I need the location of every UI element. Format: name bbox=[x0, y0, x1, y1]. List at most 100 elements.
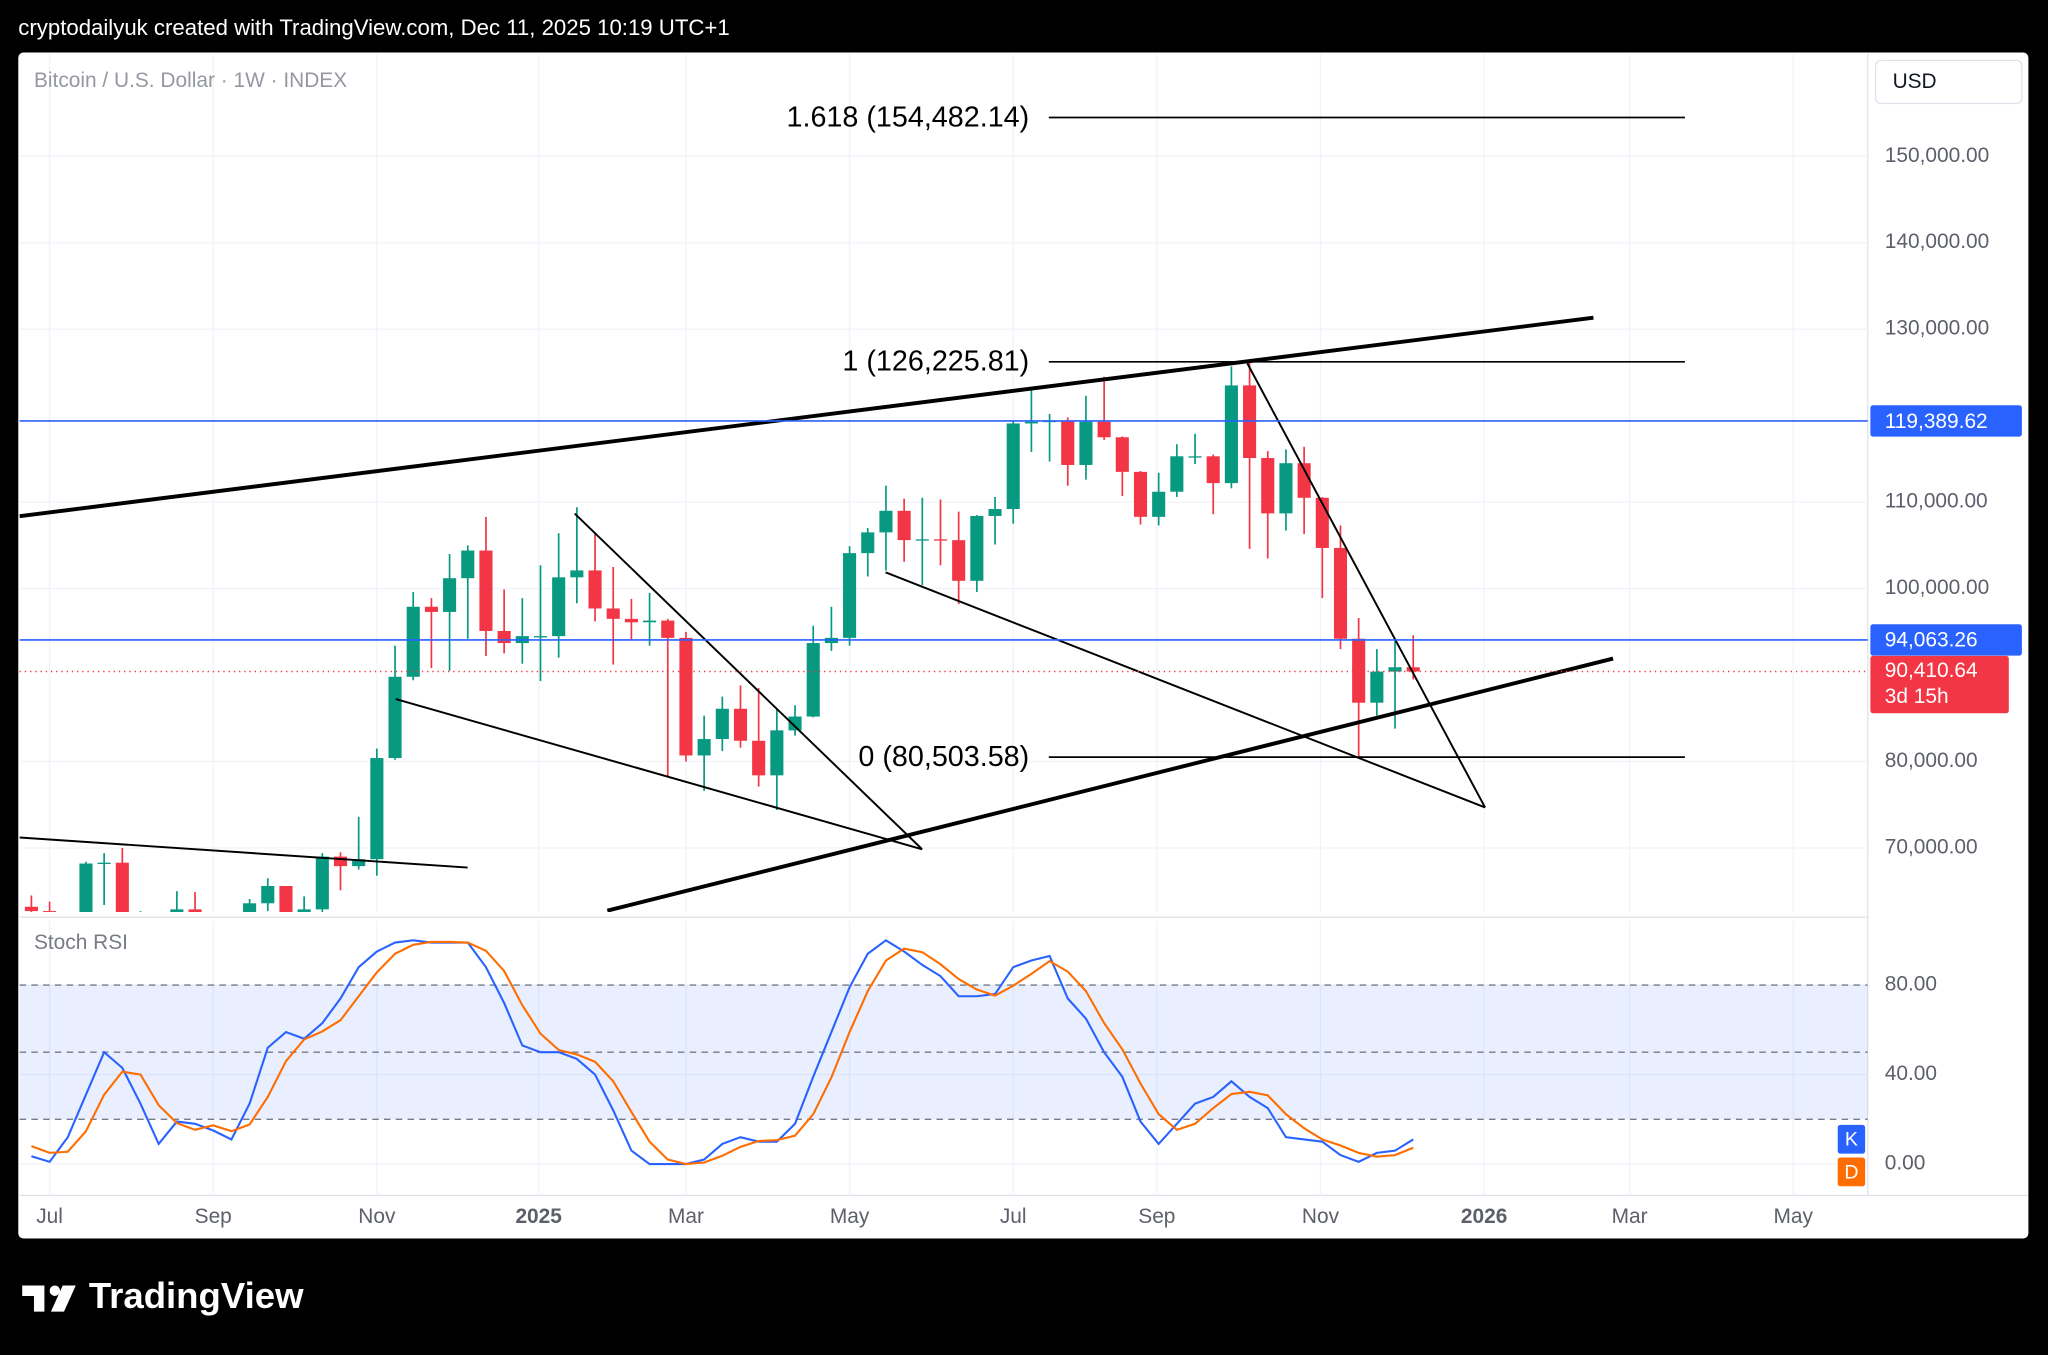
y-tick-label: 150,000.00 bbox=[1885, 144, 1989, 167]
candle-body bbox=[1079, 421, 1093, 465]
candle-body bbox=[843, 553, 857, 638]
candle-body bbox=[970, 515, 984, 581]
trendline bbox=[19, 836, 468, 869]
candle-body bbox=[643, 620, 657, 623]
y-tick-label: 70,000.00 bbox=[1885, 835, 1978, 858]
trendline bbox=[395, 698, 923, 851]
candle-body bbox=[1333, 547, 1348, 639]
price-label-box bbox=[1870, 624, 2022, 656]
x-tick-label: 2025 bbox=[515, 1205, 562, 1228]
candle-body bbox=[697, 739, 711, 756]
candle-body bbox=[770, 730, 784, 776]
candle-body bbox=[261, 886, 275, 904]
overlay: 70,000.00 80,000.00 100,000.00 110,000.00 13… bbox=[19, 101, 2022, 1228]
currency-label[interactable]: USD bbox=[1893, 70, 1937, 93]
candle-body bbox=[570, 570, 584, 578]
header-text: cryptodailyuk created with TradingView.c… bbox=[18, 15, 729, 40]
y-tick-label: 100,000.00 bbox=[1885, 576, 1989, 599]
candle-body bbox=[879, 510, 893, 533]
candle-body bbox=[424, 606, 438, 612]
candle-body bbox=[370, 758, 384, 860]
y-tick-label: 0.00 bbox=[1885, 1152, 1926, 1175]
candle-body bbox=[533, 636, 548, 638]
candle-body bbox=[1406, 667, 1420, 672]
price-label: 94,063.26 bbox=[1885, 629, 1978, 652]
candle-body bbox=[988, 509, 1002, 516]
candle-body bbox=[733, 708, 748, 741]
y-tick-label: 130,000.00 bbox=[1885, 317, 1989, 340]
candle-body bbox=[1061, 420, 1075, 465]
logo-shape bbox=[49, 1285, 61, 1296]
candle-body bbox=[443, 578, 457, 612]
candle-body bbox=[806, 643, 820, 717]
indicator-legend: Stoch RSI bbox=[34, 931, 128, 954]
trendline bbox=[574, 512, 923, 850]
candle-body bbox=[388, 676, 402, 759]
legend-label: K bbox=[1845, 1129, 1858, 1151]
brand-name: TradingView bbox=[89, 1275, 304, 1316]
candle-body bbox=[1261, 458, 1275, 514]
logo-shape bbox=[50, 1285, 76, 1312]
candle-body bbox=[1097, 421, 1111, 438]
brand-logo bbox=[22, 1285, 76, 1312]
candle-body bbox=[461, 550, 475, 579]
chart-panel bbox=[18, 52, 2029, 1239]
candle-body bbox=[715, 708, 729, 740]
candle-body bbox=[588, 570, 602, 609]
candle-body bbox=[1279, 463, 1293, 514]
trendline bbox=[885, 571, 1486, 809]
candle-body bbox=[1352, 638, 1366, 703]
x-tick-label: Nov bbox=[358, 1205, 396, 1228]
candle-body bbox=[606, 608, 620, 619]
indicator-line bbox=[31, 940, 1414, 1166]
x-tick-label: Nov bbox=[1302, 1205, 1340, 1228]
trendline bbox=[1246, 362, 1486, 808]
candle-body bbox=[1170, 456, 1184, 492]
candle-body bbox=[1152, 491, 1166, 517]
candle-body bbox=[897, 510, 911, 541]
fib-label: 1 (126,225.81) bbox=[842, 346, 1029, 378]
candle-body bbox=[497, 630, 511, 644]
candle-body bbox=[279, 886, 293, 912]
band-fill bbox=[19, 985, 1868, 1120]
symbol-legend: Bitcoin / U.S. Dollar · 1W · INDEX bbox=[34, 69, 347, 92]
candle-body bbox=[1370, 671, 1384, 703]
currency-box[interactable] bbox=[1874, 59, 2023, 105]
candle-body bbox=[479, 550, 493, 631]
candle-body bbox=[752, 740, 766, 776]
logo-shape bbox=[22, 1285, 45, 1312]
candle-body bbox=[243, 903, 257, 912]
y-tick-label: 80.00 bbox=[1885, 973, 1937, 996]
candle-body bbox=[1115, 437, 1129, 472]
candle-body bbox=[1133, 471, 1148, 517]
candle-body bbox=[552, 577, 566, 637]
candle-body bbox=[952, 540, 966, 581]
candle-body bbox=[1024, 421, 1038, 424]
candle-body bbox=[679, 637, 693, 756]
fib-label: 1.618 (154,482.14) bbox=[787, 101, 1030, 133]
stoch-pane bbox=[19, 939, 1868, 1166]
candle-body bbox=[1188, 456, 1202, 458]
candle-body bbox=[352, 859, 366, 867]
candle-body bbox=[624, 618, 638, 623]
candle-body bbox=[406, 606, 420, 677]
candle-body bbox=[861, 532, 875, 554]
candle-body bbox=[1206, 456, 1220, 484]
candle-body bbox=[1297, 463, 1311, 498]
candle-body bbox=[333, 856, 348, 867]
candle-body bbox=[43, 911, 57, 912]
candle-body bbox=[24, 906, 38, 912]
legend-swatch bbox=[1837, 1124, 1866, 1154]
y-tick-label: 40.00 bbox=[1885, 1062, 1937, 1085]
y-tick-label: 140,000.00 bbox=[1885, 230, 1989, 253]
countdown-label: 3d 15h bbox=[1885, 685, 1949, 708]
price-label: 119,389.62 bbox=[1885, 410, 1988, 433]
trendline bbox=[606, 656, 1614, 912]
candle-body bbox=[170, 909, 184, 912]
candle-body bbox=[97, 862, 111, 864]
legend-swatch bbox=[1837, 1157, 1866, 1187]
candle-body bbox=[661, 620, 675, 638]
trendline bbox=[19, 315, 1594, 519]
